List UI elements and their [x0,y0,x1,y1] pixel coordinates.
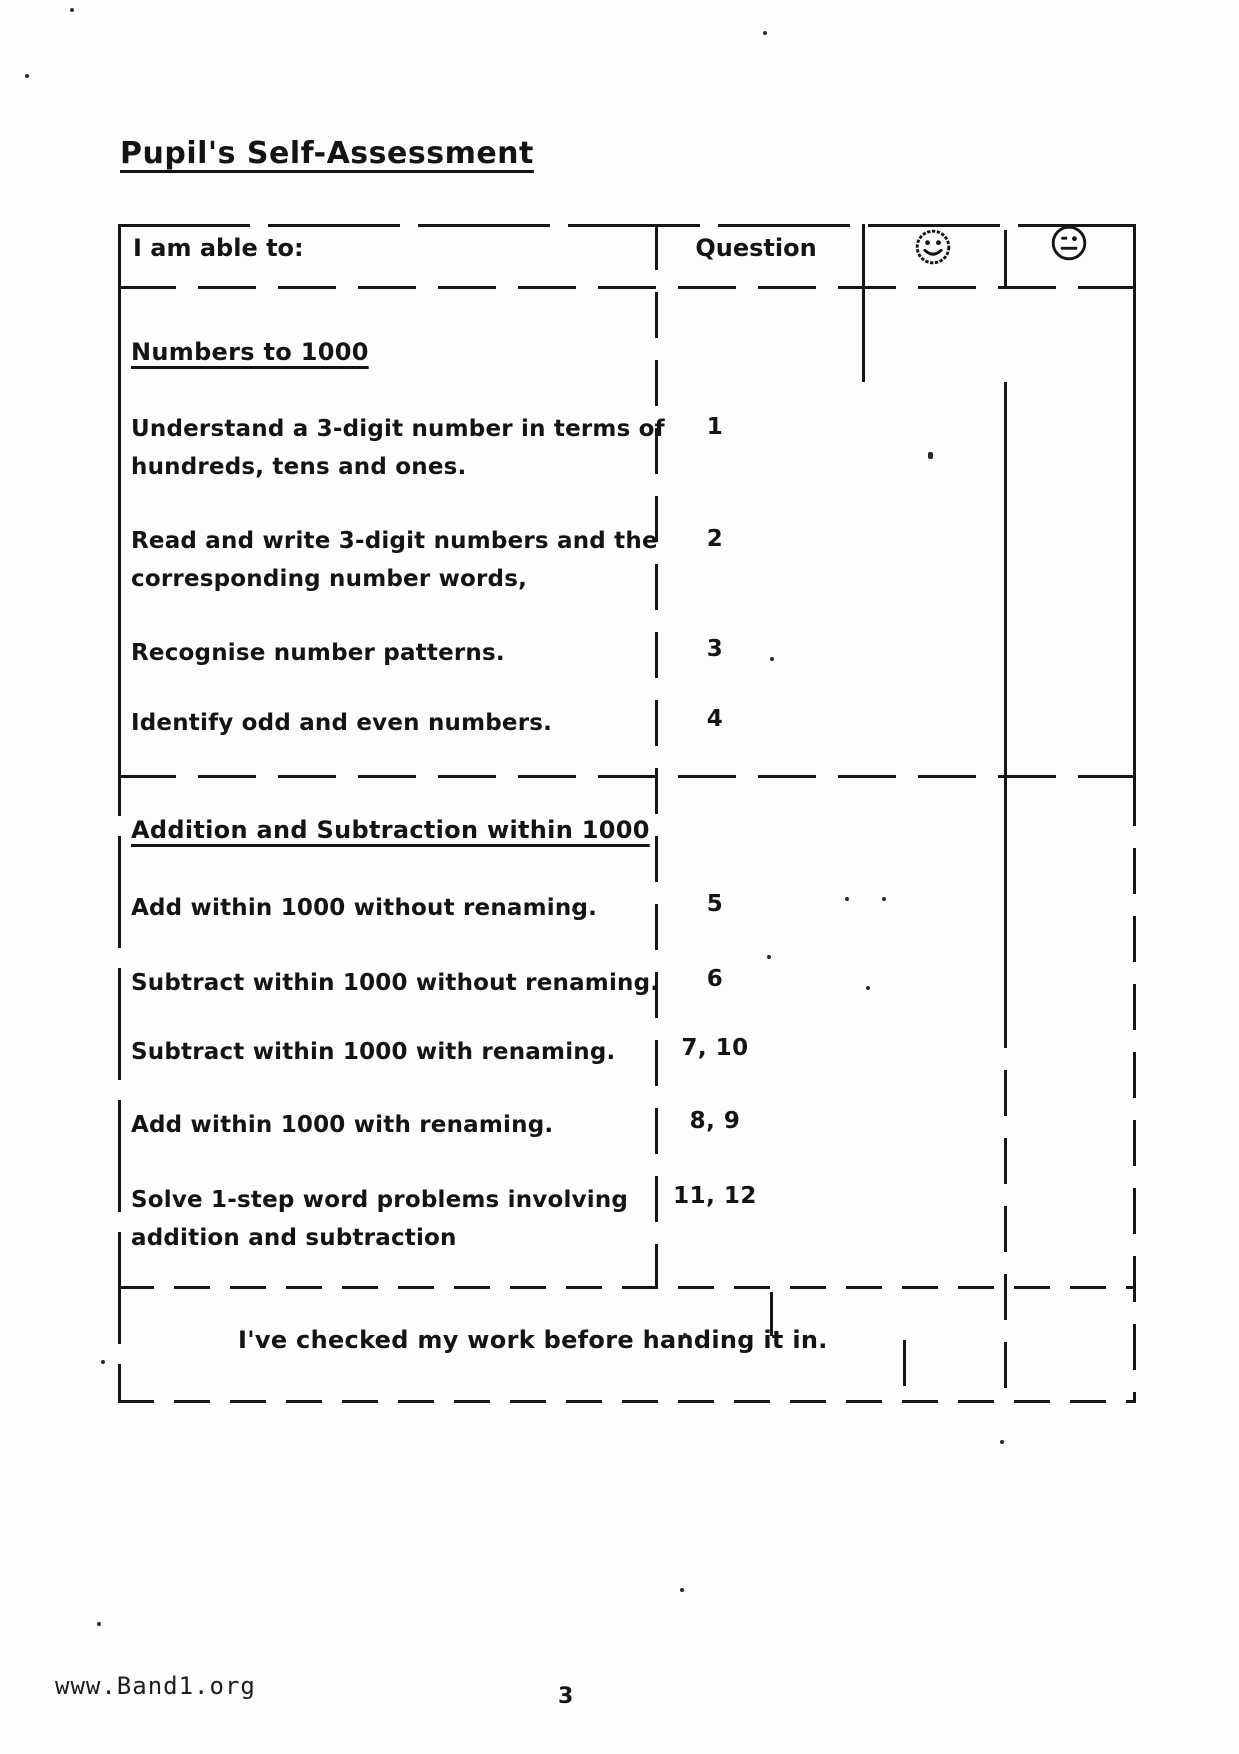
scan-speckle [845,897,849,901]
neutral-face-icon [1046,220,1092,266]
scan-speckle [572,908,576,912]
neutral-column-divider-header [1004,230,1007,286]
footer-row-inner-tick-1 [770,1292,773,1336]
table-bottom-border [118,1400,1136,1403]
scan-speckle [763,31,767,35]
website-url: www.Band1.org [55,1672,256,1700]
task-label: Recognise number patterns. [131,640,505,666]
smiley-face-icon [910,224,956,270]
table-right-border [1133,224,1136,780]
neutral-column-divider [1004,382,1007,1002]
task-label: Add within 1000 without renaming. [131,895,598,921]
task-label: Subtract within 1000 without renaming. [131,970,660,996]
scan-speckle [680,1588,684,1592]
scan-speckle [25,74,29,78]
page-title: Pupil's Self-Assessment [120,136,534,171]
question-number: 2 [706,526,724,552]
question-column-divider [655,224,658,1286]
scan-speckle [97,1622,101,1626]
neutral-column-divider-lower [1004,1002,1007,1396]
header-ability-label: I am able to: [133,234,304,262]
section-divider-line [118,775,1136,778]
header-bottom-border [118,286,1136,289]
section-heading-numbers: Numbers to 1000 [131,338,369,366]
question-number: 5 [706,891,724,917]
question-number: 8, 9 [689,1108,741,1134]
question-number: 11, 12 [673,1183,757,1209]
smiley-column-divider [862,224,865,382]
question-number: 1 [706,414,724,440]
footer-row-top-border [118,1286,1136,1289]
checked-work-note: I've checked my work before handing it i… [238,1326,828,1354]
scan-speckle [882,897,886,901]
table-left-border [118,224,121,704]
task-label: Identify odd and even numbers. [131,710,553,736]
table-top-border [118,224,1136,227]
question-number: 4 [706,706,724,732]
scan-speckle [770,657,774,661]
question-number: 6 [706,966,724,992]
task-label: Add within 1000 with renaming. [131,1112,554,1138]
scan-speckle [101,1360,105,1364]
task-label: Understand a 3-digit number in terms of … [131,416,665,480]
page-number: 3 [558,1684,574,1709]
header-question-label: Question [695,234,817,262]
task-label: Solve 1-step word problems involving add… [131,1187,629,1251]
task-label: Read and write 3-digit numbers and the c… [131,528,658,592]
scan-speckle [767,955,771,959]
scan-speckle [928,452,933,459]
scan-speckle [683,1333,687,1337]
question-number: 3 [706,636,724,662]
task-label: Subtract within 1000 with renaming. [131,1039,616,1065]
footer-row-inner-tick-2 [903,1340,906,1396]
scan-speckle [70,8,74,12]
scan-speckle [1000,1440,1004,1444]
scan-speckle [866,986,870,990]
table-right-border-lower [1133,780,1136,1400]
section-heading-addition-subtraction: Addition and Subtraction within 1000 [131,816,650,844]
table-left-border-lower [118,704,121,1400]
question-number: 7, 10 [681,1035,749,1061]
